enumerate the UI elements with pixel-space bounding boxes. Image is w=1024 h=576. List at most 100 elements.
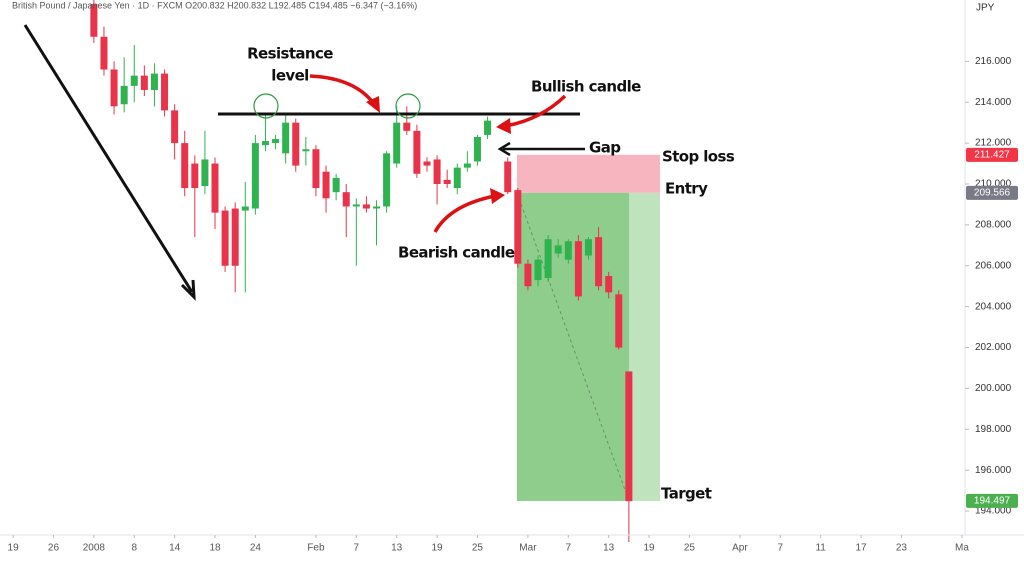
x-tick-label: 26 [48,543,60,554]
price-tag [966,493,1018,508]
candle-body [100,36,108,70]
candle-body [292,122,300,166]
candle-body [443,179,451,184]
price-tag-label: 209.566 [974,188,1011,199]
candle-body [383,153,391,207]
candle-body [181,143,189,189]
candle-body [241,206,249,211]
touch-circle [253,93,279,119]
candle-body [534,259,542,281]
candle-body [352,204,360,207]
candle-body [322,171,330,199]
x-tick-label: 23 [896,543,908,554]
candle-body [544,239,552,279]
stop-zone [517,154,660,193]
x-tick-label: 25 [684,543,696,554]
candle-body [423,161,431,166]
candle-body [221,210,229,266]
candle-body [554,245,562,254]
candle-body [393,122,401,164]
x-tick-label: Feb [307,543,325,554]
x-tick-label: 2008 [83,543,106,554]
candle-body [251,143,259,209]
trend-arrow [23,24,194,293]
candle-body [362,204,370,209]
annotation-text: Target [661,485,712,503]
annotation-arrow [433,194,496,233]
candle-body [171,110,179,144]
candle-body [342,192,350,207]
currency-label: JPY [976,3,995,14]
candle-body [282,122,290,154]
candle-body [120,85,128,105]
price-tag [966,147,1018,162]
candle-body [332,177,340,193]
x-tick-label: Mar [519,543,537,554]
x-tick-label: 18 [209,543,221,554]
candle-body [150,73,158,90]
candle-body [514,190,522,264]
candle-body [473,136,481,162]
annotation-text: Resistance [247,45,333,63]
gap-arrow-head [497,141,511,157]
x-tick-label: 8 [131,543,137,554]
candle-body [564,241,572,260]
x-tick-label: 11 [815,543,826,554]
candle-body [373,206,381,209]
y-tick-label: 212.000 [975,138,1012,149]
x-tick-label: 13 [391,543,403,554]
y-tick-label: 198.000 [975,424,1012,435]
annotation-arrow-head [366,96,380,113]
annotation-text: Gap [589,139,621,157]
price-tag-label: 194.497 [974,496,1011,507]
candle-body [453,167,461,189]
x-tick-label: 7 [777,543,783,554]
y-tick-label: 208.000 [975,220,1012,231]
candle-body [191,163,199,189]
annotation-text: Stop loss [662,148,735,166]
candle-body [615,294,623,348]
x-tick-label: 19 [432,543,444,554]
y-tick-label: 214.000 [975,97,1012,108]
candle-body [201,159,209,187]
y-tick-label: 204.000 [975,301,1012,312]
y-tick-label: 210.000 [975,179,1012,190]
symbol-header: British Pound / Japanese Yen · 1D · FXCM… [12,0,417,10]
x-tick-label: 24 [250,543,262,554]
trend-arrow-head [180,279,196,301]
x-tick-label: 7 [566,543,572,554]
candle-body [302,149,310,152]
candle-body [584,239,592,256]
candle-body [211,163,219,213]
annotation-arrow [504,94,567,128]
x-tick-label: 7 [354,543,360,554]
x-tick-label: Ma [955,543,969,554]
candle-body [605,275,613,293]
y-tick-label: 200.000 [975,383,1012,394]
candle-body [403,122,411,131]
candle-body [524,263,532,287]
x-tick-label: 14 [169,543,181,554]
x-tick-label: 25 [472,543,484,554]
candle-body [161,73,169,111]
candle-body [413,130,421,174]
candle-body [463,163,471,168]
candle-body [261,141,269,146]
candle-body [272,139,280,144]
price-tag [966,185,1018,200]
annotation-text: Bearish candle [398,244,515,262]
y-tick-label: 202.000 [975,342,1012,353]
candle-body [312,149,320,189]
annotation-text: Entry [665,180,708,198]
candle-body [574,241,582,297]
x-tick-label: 19 [643,543,655,554]
x-tick-label: 13 [603,543,615,554]
candle-body [625,371,633,502]
x-tick-label: 17 [855,543,867,554]
candle-body [130,75,138,86]
annotation-arrow-head [490,188,505,204]
price-tag-label: 211.427 [974,149,1010,160]
candle-body [504,161,512,193]
y-tick-label: 216.000 [975,56,1012,67]
